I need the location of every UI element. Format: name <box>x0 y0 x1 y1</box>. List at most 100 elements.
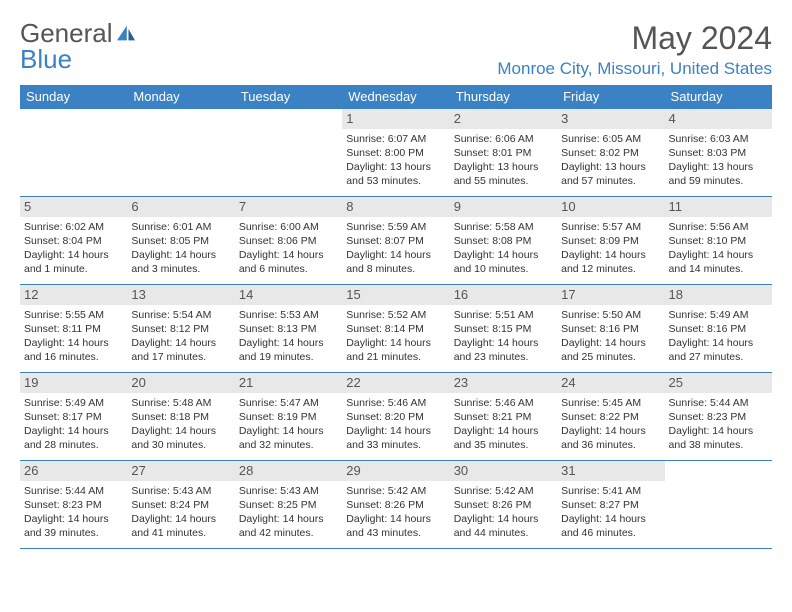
daylight-text: Daylight: 14 hours and 25 minutes. <box>561 336 660 364</box>
day-cell: 28Sunrise: 5:43 AMSunset: 8:25 PMDayligh… <box>235 461 342 549</box>
sunrise-text: Sunrise: 5:49 AM <box>669 308 768 322</box>
logo-word2: Blue <box>20 44 72 74</box>
sunset-text: Sunset: 8:24 PM <box>131 498 230 512</box>
sunrise-text: Sunrise: 6:03 AM <box>669 132 768 146</box>
page-title: May 2024 <box>497 20 772 57</box>
day-number: 27 <box>127 461 234 481</box>
day-number: 17 <box>557 285 664 305</box>
daylight-text: Daylight: 14 hours and 23 minutes. <box>454 336 553 364</box>
day-number: 30 <box>450 461 557 481</box>
day-header: Sunday <box>20 85 127 109</box>
day-number: 2 <box>450 109 557 129</box>
day-number: 7 <box>235 197 342 217</box>
sunrise-text: Sunrise: 6:01 AM <box>131 220 230 234</box>
day-cell: 19Sunrise: 5:49 AMSunset: 8:17 PMDayligh… <box>20 373 127 461</box>
day-cell: 25Sunrise: 5:44 AMSunset: 8:23 PMDayligh… <box>665 373 772 461</box>
daylight-text: Daylight: 14 hours and 33 minutes. <box>346 424 445 452</box>
daylight-text: Daylight: 14 hours and 10 minutes. <box>454 248 553 276</box>
day-cell: 26Sunrise: 5:44 AMSunset: 8:23 PMDayligh… <box>20 461 127 549</box>
daylight-text: Daylight: 14 hours and 16 minutes. <box>24 336 123 364</box>
day-number: 5 <box>20 197 127 217</box>
daylight-text: Daylight: 14 hours and 32 minutes. <box>239 424 338 452</box>
day-cell: 29Sunrise: 5:42 AMSunset: 8:26 PMDayligh… <box>342 461 449 549</box>
sunrise-text: Sunrise: 5:54 AM <box>131 308 230 322</box>
day-number: 15 <box>342 285 449 305</box>
day-cell: 5Sunrise: 6:02 AMSunset: 8:04 PMDaylight… <box>20 197 127 285</box>
sunrise-text: Sunrise: 5:42 AM <box>454 484 553 498</box>
week-row: 19Sunrise: 5:49 AMSunset: 8:17 PMDayligh… <box>20 373 772 461</box>
daylight-text: Daylight: 14 hours and 39 minutes. <box>24 512 123 540</box>
sunrise-text: Sunrise: 5:56 AM <box>669 220 768 234</box>
day-header: Tuesday <box>235 85 342 109</box>
day-number: 9 <box>450 197 557 217</box>
day-cell: 16Sunrise: 5:51 AMSunset: 8:15 PMDayligh… <box>450 285 557 373</box>
day-cell: 11Sunrise: 5:56 AMSunset: 8:10 PMDayligh… <box>665 197 772 285</box>
day-header-row: Sunday Monday Tuesday Wednesday Thursday… <box>20 85 772 109</box>
day-cell: 12 Sunrise: 5:55 AMSunset: 8:11 PMDayligh… <box>20 285 127 373</box>
sunrise-text: Sunrise: 5:42 AM <box>346 484 445 498</box>
day-number: 13 <box>127 285 234 305</box>
day-number: 18 <box>665 285 772 305</box>
day-number: 23 <box>450 373 557 393</box>
day-cell: 24Sunrise: 5:45 AMSunset: 8:22 PMDayligh… <box>557 373 664 461</box>
day-cell <box>127 109 234 197</box>
day-cell: 6Sunrise: 6:01 AMSunset: 8:05 PMDaylight… <box>127 197 234 285</box>
daylight-text: Daylight: 14 hours and 28 minutes. <box>24 424 123 452</box>
daylight-text: Daylight: 14 hours and 19 minutes. <box>239 336 338 364</box>
day-number: 14 <box>235 285 342 305</box>
sunset-text: Sunset: 8:08 PM <box>454 234 553 248</box>
sunrise-text: Sunrise: 5:43 AM <box>239 484 338 498</box>
sunrise-text: Sunrise: 5:49 AM <box>24 396 123 410</box>
sunrise-text: Sunrise: 5:50 AM <box>561 308 660 322</box>
sunset-text: Sunset: 8:18 PM <box>131 410 230 424</box>
day-number: 29 <box>342 461 449 481</box>
daylight-text: Daylight: 14 hours and 6 minutes. <box>239 248 338 276</box>
sunset-text: Sunset: 8:09 PM <box>561 234 660 248</box>
day-number: 6 <box>127 197 234 217</box>
sunset-text: Sunset: 8:19 PM <box>239 410 338 424</box>
day-cell: 13Sunrise: 5:54 AMSunset: 8:12 PMDayligh… <box>127 285 234 373</box>
day-cell: 23Sunrise: 5:46 AMSunset: 8:21 PMDayligh… <box>450 373 557 461</box>
day-number: 12 <box>20 285 127 305</box>
week-row: 26Sunrise: 5:44 AMSunset: 8:23 PMDayligh… <box>20 461 772 549</box>
day-cell: 4Sunrise: 6:03 AMSunset: 8:03 PMDaylight… <box>665 109 772 197</box>
day-cell <box>665 461 772 549</box>
day-cell: 22Sunrise: 5:46 AMSunset: 8:20 PMDayligh… <box>342 373 449 461</box>
sunset-text: Sunset: 8:11 PM <box>24 322 123 336</box>
sunset-text: Sunset: 8:00 PM <box>346 146 445 160</box>
sunset-text: Sunset: 8:17 PM <box>24 410 123 424</box>
logo: GeneralBlue <box>20 20 137 72</box>
sunrise-text: Sunrise: 5:55 AM <box>24 308 123 322</box>
day-number: 1 <box>342 109 449 129</box>
day-number: 10 <box>557 197 664 217</box>
sunset-text: Sunset: 8:10 PM <box>669 234 768 248</box>
daylight-text: Daylight: 14 hours and 46 minutes. <box>561 512 660 540</box>
calendar-table: Sunday Monday Tuesday Wednesday Thursday… <box>20 85 772 549</box>
week-row: 12Sunrise: 5:55 AMSunset: 8:11 PMDayligh… <box>20 285 772 373</box>
sunrise-text: Sunrise: 5:43 AM <box>131 484 230 498</box>
sunset-text: Sunset: 8:20 PM <box>346 410 445 424</box>
daylight-text: Daylight: 14 hours and 36 minutes. <box>561 424 660 452</box>
day-cell: 30 Sunrise: 5:42 AMSunset: 8:26 PMDayligh… <box>450 461 557 549</box>
day-number: 8 <box>342 197 449 217</box>
sunset-text: Sunset: 8:26 PM <box>346 498 445 512</box>
day-cell: 31Sunrise: 5:41 AMSunset: 8:27 PMDayligh… <box>557 461 664 549</box>
day-header: Wednesday <box>342 85 449 109</box>
day-header: Monday <box>127 85 234 109</box>
day-cell: 14Sunrise: 5:53 AMSunset: 8:13 PMDayligh… <box>235 285 342 373</box>
day-cell: 2Sunrise: 6:06 AMSunset: 8:01 PMDaylight… <box>450 109 557 197</box>
day-cell: 17Sunrise: 5:50 AMSunset: 8:16 PMDayligh… <box>557 285 664 373</box>
daylight-text: Daylight: 14 hours and 35 minutes. <box>454 424 553 452</box>
daylight-text: Daylight: 13 hours and 59 minutes. <box>669 160 768 188</box>
day-cell: 18Sunrise: 5:49 AMSunset: 8:16 PMDayligh… <box>665 285 772 373</box>
sunrise-text: Sunrise: 5:52 AM <box>346 308 445 322</box>
sunset-text: Sunset: 8:26 PM <box>454 498 553 512</box>
sunset-text: Sunset: 8:25 PM <box>239 498 338 512</box>
sunrise-text: Sunrise: 6:05 AM <box>561 132 660 146</box>
day-cell: 15Sunrise: 5:52 AMSunset: 8:14 PMDayligh… <box>342 285 449 373</box>
daylight-text: Daylight: 14 hours and 44 minutes. <box>454 512 553 540</box>
sunrise-text: Sunrise: 6:07 AM <box>346 132 445 146</box>
sunset-text: Sunset: 8:14 PM <box>346 322 445 336</box>
sunset-text: Sunset: 8:23 PM <box>669 410 768 424</box>
sunrise-text: Sunrise: 5:59 AM <box>346 220 445 234</box>
